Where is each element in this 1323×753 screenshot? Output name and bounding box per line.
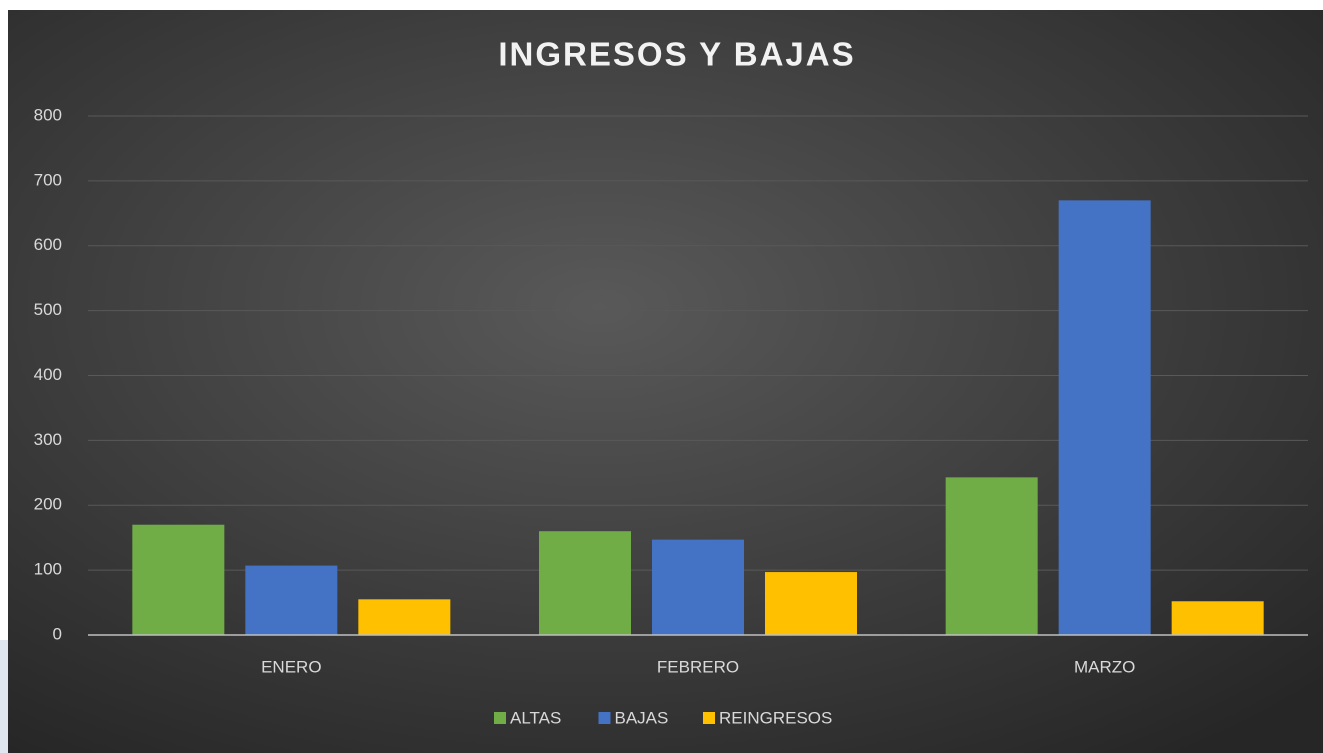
bar [245, 565, 338, 635]
bar [1058, 200, 1151, 635]
y-tick-label: 0 [53, 624, 62, 643]
y-tick-label: 200 [34, 495, 62, 514]
legend-label: ALTAS [510, 708, 561, 727]
y-tick-label: 300 [34, 430, 62, 449]
legend-label: BAJAS [615, 708, 669, 727]
x-tick-label: ENERO [261, 657, 321, 676]
chart-title: INGRESOS Y BAJAS [498, 36, 855, 73]
legend-swatch [703, 712, 715, 724]
y-tick-label: 700 [34, 170, 62, 189]
legend-label: REINGRESOS [719, 708, 832, 727]
bar [652, 539, 744, 635]
bar [358, 599, 451, 635]
x-tick-label: FEBRERO [657, 657, 739, 676]
y-tick-label: 400 [34, 365, 62, 384]
legend-swatch [598, 712, 611, 724]
y-tick-label: 800 [34, 105, 62, 124]
y-tick-label: 600 [34, 235, 62, 254]
legend-swatch [494, 712, 506, 724]
y-tick-label: 100 [34, 560, 62, 579]
bar [765, 572, 857, 635]
bar [539, 531, 631, 635]
bar [945, 477, 1038, 635]
bar [132, 524, 225, 635]
bar [1171, 601, 1264, 635]
y-tick-label: 500 [34, 300, 62, 319]
x-tick-label: MARZO [1074, 657, 1135, 676]
